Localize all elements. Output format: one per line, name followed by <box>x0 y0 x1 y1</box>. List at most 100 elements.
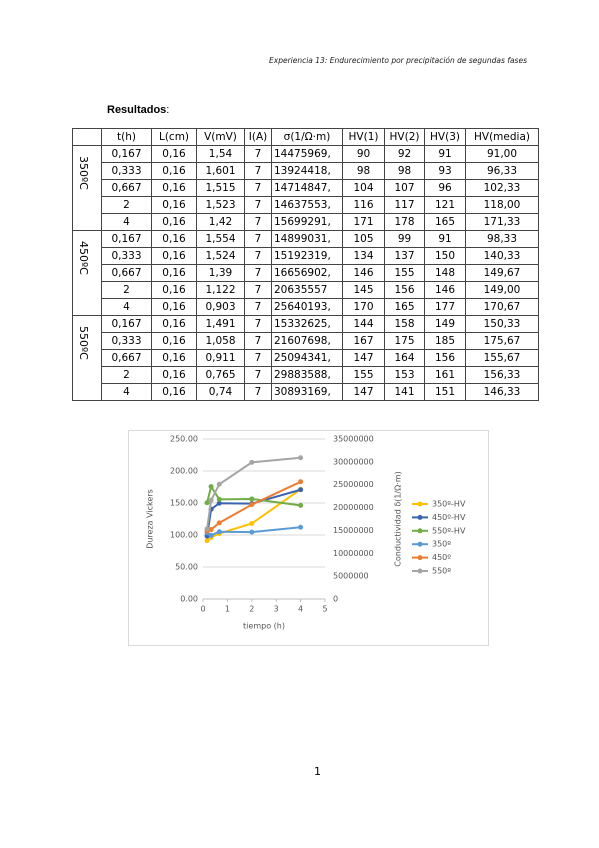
table-cell: 29883588, <box>271 366 343 384</box>
table-cell: 21607698, <box>271 332 343 350</box>
x-tick-label: 1 <box>225 605 230 614</box>
table-cell: 105 <box>342 230 385 248</box>
table-cell: 146,33 <box>465 383 539 401</box>
table-cell: 170 <box>342 298 385 316</box>
table-cell: 0,16 <box>151 264 197 282</box>
table-cell: 144 <box>342 315 385 333</box>
data-point <box>249 520 255 526</box>
table-cell: 0,16 <box>151 383 197 401</box>
table-cell: 1,601 <box>196 162 245 180</box>
table-cell: 1,524 <box>196 247 245 265</box>
table-cell: 25094341, <box>271 349 343 367</box>
table-body: 350ºC 0,167 0,16 1,54 7 14475969, 90 92 91 91,00 0… <box>72 145 539 401</box>
table-cell: 14637553, <box>271 196 343 214</box>
table-cell: 0,765 <box>196 366 245 384</box>
table-cell: 1,491 <box>196 315 245 333</box>
table-cell: 1,42 <box>196 213 245 231</box>
table-row: 450ºC 0,167 0,16 1,554 7 14899031, 105 99 91 98,3… <box>72 230 539 316</box>
table-cell: 134 <box>342 247 385 265</box>
table-cell: 4 <box>101 383 152 401</box>
table-cell: 155 <box>384 264 425 282</box>
table-row: 2 0,16 1,122 7 20635557 145 156 146 149,00 <box>73 281 539 299</box>
table-cell: 7 <box>244 298 272 316</box>
data-point <box>249 496 255 502</box>
table-row: 0,333 0,16 1,524 7 15192319, 134 137 150 140,33 <box>73 247 539 265</box>
table-cell: 14899031, <box>271 230 343 248</box>
data-point <box>208 497 214 503</box>
chart: 0.00 50.00 100.00 150.00 200.00 250.00 0 500000… <box>128 430 489 646</box>
table-cell: 118,00 <box>465 196 539 214</box>
table-cell: 13924418, <box>271 162 343 180</box>
table-cell: 145 <box>342 281 385 299</box>
table-cell: 1,122 <box>196 281 245 299</box>
table-cell: 91 <box>424 230 466 248</box>
table-cell: 104 <box>342 179 385 197</box>
table-cell: 146 <box>342 264 385 282</box>
column-header: HV(2) <box>384 128 425 146</box>
table-cell: 155,67 <box>465 349 539 367</box>
y2-tick-label: 35000000 <box>333 435 374 444</box>
table-cell: 149,67 <box>465 264 539 282</box>
table-row: 4 0,16 1,42 7 15699291, 171 178 165 171,33 <box>73 213 539 231</box>
data-point <box>204 538 210 544</box>
section-title: Resultados: <box>107 104 169 116</box>
data-point <box>204 500 210 506</box>
table-cell: 1,39 <box>196 264 245 282</box>
legend-marker <box>417 501 423 507</box>
table-cell: 98 <box>384 162 425 180</box>
table-cell: 0,16 <box>151 349 197 367</box>
table-cell: 98 <box>342 162 385 180</box>
y-tick-label: 150.00 <box>170 499 198 508</box>
x-tick-label: 3 <box>274 605 279 614</box>
table-cell: 153 <box>384 366 425 384</box>
data-point <box>208 532 214 538</box>
legend-marker <box>417 528 423 534</box>
y2-tick-label: 0 <box>333 595 338 604</box>
group-cell: 350ºC <box>72 145 102 231</box>
data-point <box>298 455 304 461</box>
table-cell: 0,167 <box>101 315 152 333</box>
legend-label: 450º <box>432 553 451 562</box>
table-cell: 96 <box>424 179 466 197</box>
table-cell: 91,00 <box>465 145 539 163</box>
table-cell: 158 <box>384 315 425 333</box>
table-cell: 141 <box>384 383 425 401</box>
table-cell: 0,16 <box>151 145 197 163</box>
table-row: 2 0,16 0,765 7 29883588, 155 153 161 156,33 <box>73 366 539 384</box>
table-cell: 146 <box>424 281 466 299</box>
table-cell: 7 <box>244 366 272 384</box>
table-cell: 171 <box>342 213 385 231</box>
table-cell: 1,058 <box>196 332 245 350</box>
table-cell: 1,554 <box>196 230 245 248</box>
legend-marker <box>417 541 423 547</box>
data-point <box>298 524 304 530</box>
table-cell: 98,33 <box>465 230 539 248</box>
table-row: 0,667 0,16 1,515 7 14714847, 104 107 96 102,33 <box>73 179 539 197</box>
column-header: HV(media) <box>465 128 539 146</box>
table-cell: 2 <box>101 281 152 299</box>
y2-tick-label: 25000000 <box>333 480 374 489</box>
table-cell: 102,33 <box>465 179 539 197</box>
table-cell: 7 <box>244 213 272 231</box>
y-tick-label: 50.00 <box>175 563 198 572</box>
table-cell: 1,515 <box>196 179 245 197</box>
group-label: 350ºC <box>77 156 90 190</box>
table-cell: 0,333 <box>101 162 152 180</box>
table-cell: 155 <box>342 366 385 384</box>
table-cell: 175 <box>384 332 425 350</box>
table-cell: 165 <box>384 298 425 316</box>
table-cell: 148 <box>424 264 466 282</box>
data-point <box>216 500 222 506</box>
table-cell: 175,67 <box>465 332 539 350</box>
table-cell: 90 <box>342 145 385 163</box>
table-cell: 140,33 <box>465 247 539 265</box>
table-cell: 0,167 <box>101 230 152 248</box>
data-point <box>298 502 304 508</box>
table-cell: 92 <box>384 145 425 163</box>
table-cell: 177 <box>424 298 466 316</box>
data-point <box>208 484 214 490</box>
table-cell: 150,33 <box>465 315 539 333</box>
data-point <box>204 526 210 532</box>
table-cell: 16656902, <box>271 264 343 282</box>
